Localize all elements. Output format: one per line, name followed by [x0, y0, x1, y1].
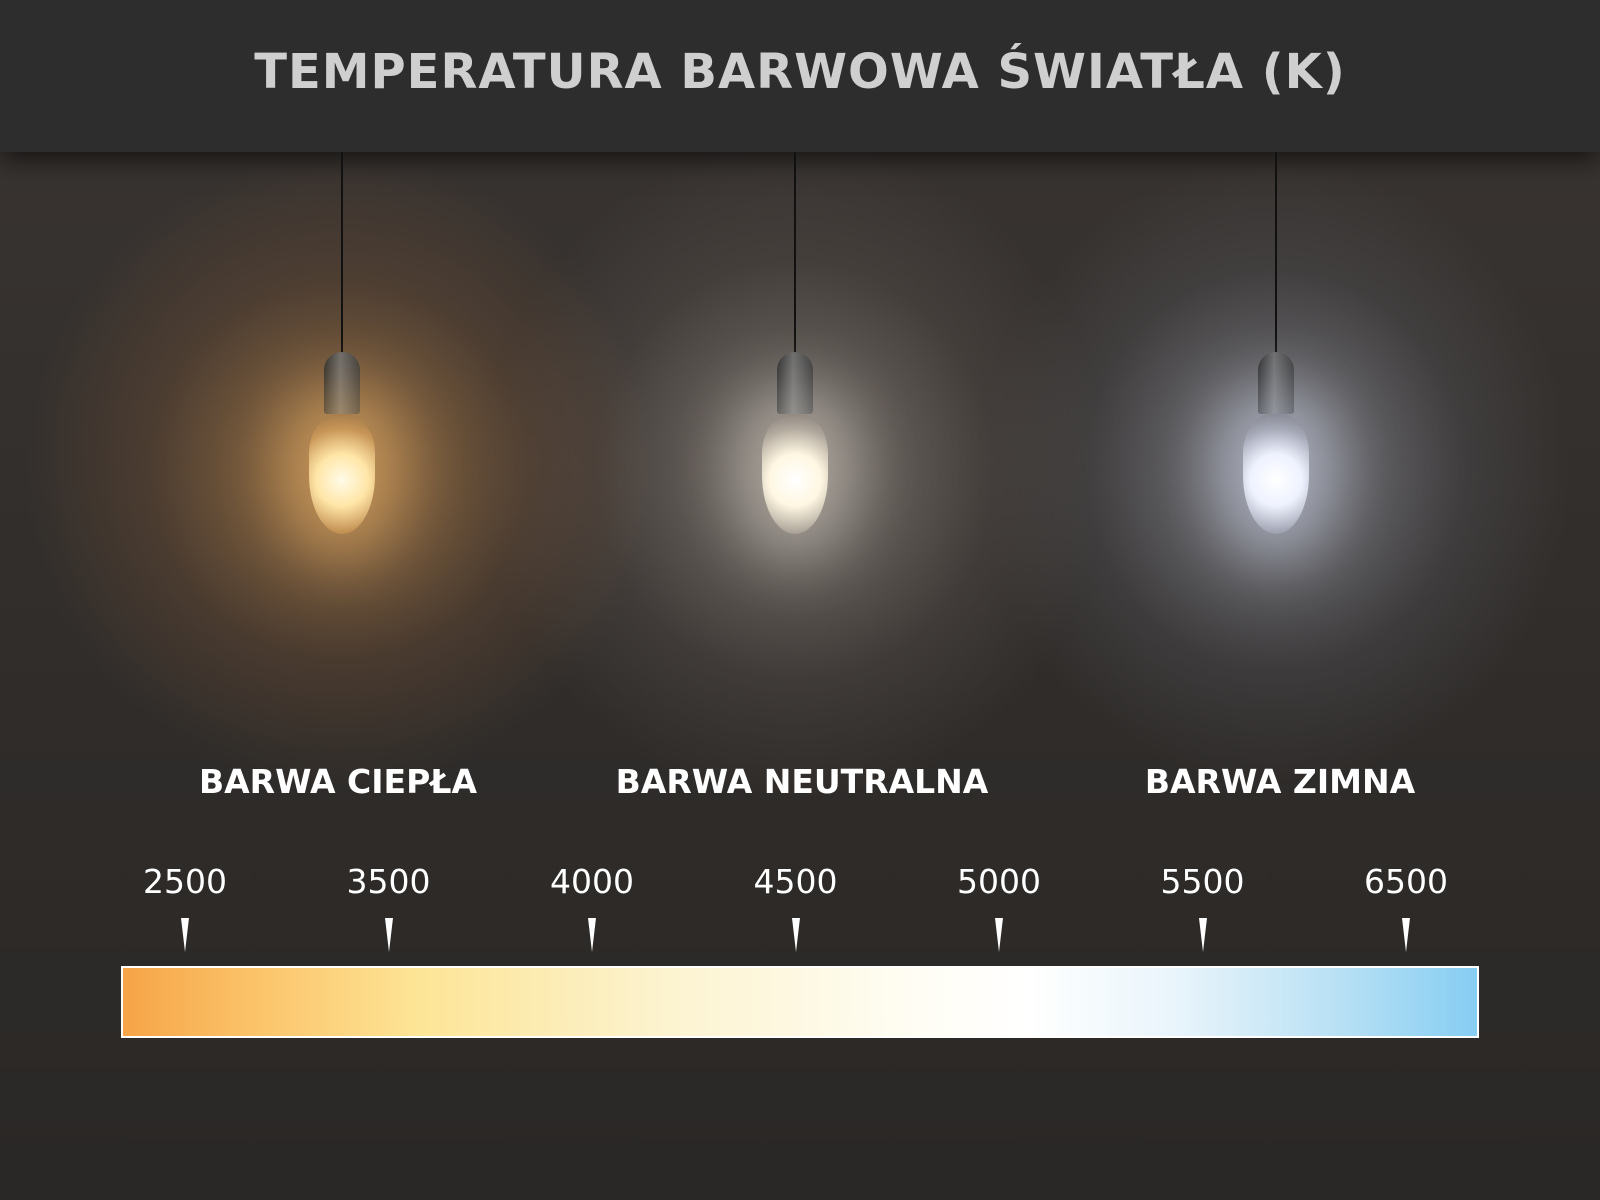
color-temperature-gradient-bar — [121, 966, 1479, 1038]
socket — [324, 352, 360, 414]
page-title: TEMPERATURA BARWOWA ŚWIATŁA (K) — [254, 44, 1346, 100]
neutral-bulb-icon — [762, 414, 828, 534]
cord — [1275, 152, 1277, 357]
cool-bulb-icon — [1243, 414, 1309, 534]
socket — [777, 352, 813, 414]
tick-label: 4000 — [550, 862, 634, 901]
cool-lamp — [1216, 152, 1336, 542]
neutral-lamp — [735, 152, 855, 542]
tick-marker-icon — [791, 918, 800, 952]
warm-bulb-icon — [309, 414, 375, 534]
tick-marker-icon — [384, 918, 393, 952]
tick-label: 3500 — [346, 862, 431, 901]
cord — [794, 152, 796, 357]
cord — [341, 152, 343, 357]
tick-marker-icon — [995, 918, 1003, 952]
tick-marker-icon — [1198, 918, 1207, 952]
warm-lamp — [282, 152, 402, 542]
tick-marker-icon — [1402, 918, 1410, 952]
label-cool: BARWA ZIMNA — [1144, 762, 1416, 801]
tick-label: 6500 — [1364, 862, 1448, 901]
label-neutral: BARWA NEUTRALNA — [615, 762, 989, 801]
label-warm: BARWA CIEPŁA — [198, 762, 478, 801]
header-bar: TEMPERATURA BARWOWA ŚWIATŁA (K) — [0, 0, 1600, 152]
tick-marker-icon — [181, 918, 189, 952]
tick-marker-icon — [588, 918, 596, 952]
tick-label: 4500 — [753, 862, 838, 901]
tick-label: 5500 — [1160, 862, 1245, 901]
tick-label: 2500 — [143, 862, 227, 901]
tick-label: 5000 — [957, 862, 1041, 901]
socket — [1258, 352, 1294, 414]
